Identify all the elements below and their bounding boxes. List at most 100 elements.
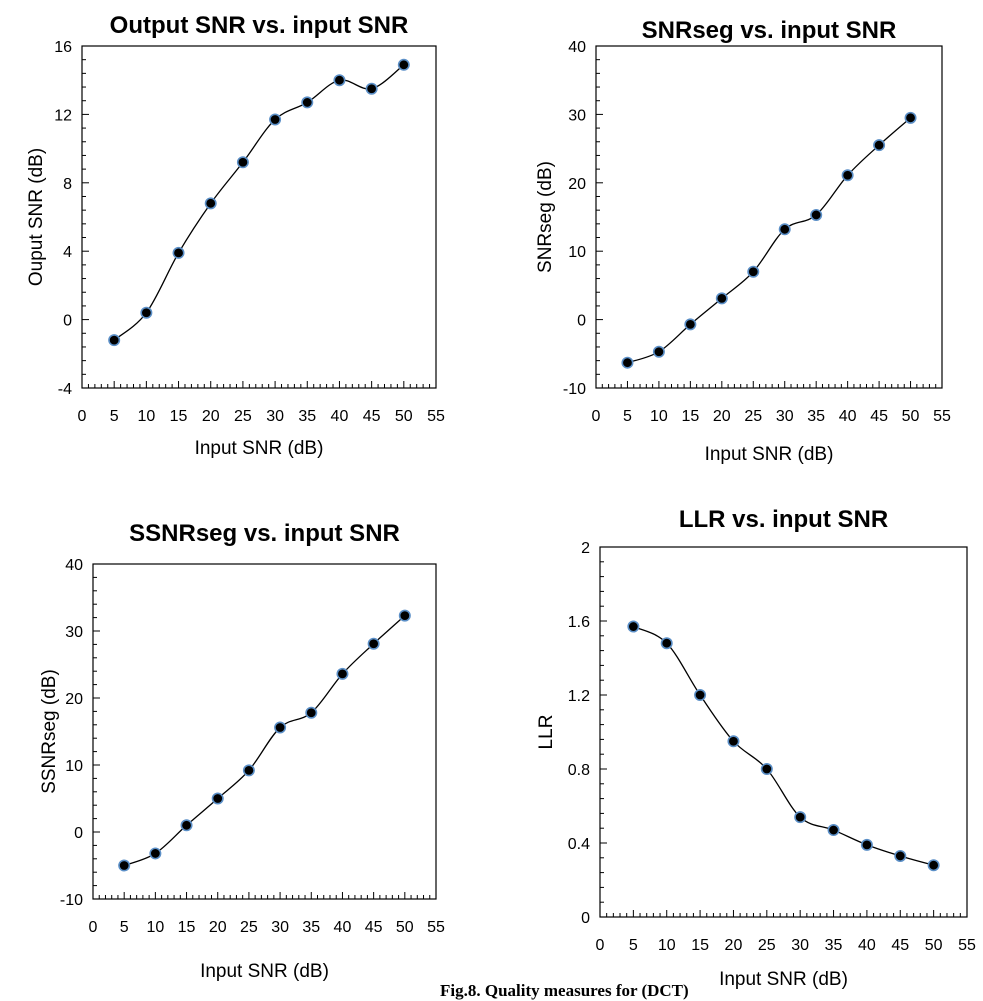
data-point xyxy=(927,859,940,872)
chart-title: LLR vs. input SNR xyxy=(679,506,888,533)
y-axis-label: Ouput SNR (dB) xyxy=(26,148,47,286)
x-tick-label: 45 xyxy=(363,408,381,425)
data-point xyxy=(660,637,673,650)
y-axis-label: SSNRseg (dB) xyxy=(39,669,60,794)
data-point xyxy=(211,792,224,805)
x-tick-label: 25 xyxy=(240,919,258,936)
x-tick-label: 10 xyxy=(146,919,164,936)
data-point xyxy=(652,345,665,358)
y-tick-label: 12 xyxy=(54,107,72,124)
series-line xyxy=(113,64,405,341)
x-tick-label: 15 xyxy=(691,937,709,954)
x-tick-label: 20 xyxy=(713,408,731,425)
x-tick-label: 5 xyxy=(629,937,638,954)
data-point xyxy=(180,819,193,832)
x-tick-label: 50 xyxy=(395,408,413,425)
x-tick-label: 5 xyxy=(120,919,129,936)
chart-ssnrseg: SSNRseg vs. input SNR Input SNR (dB) SSNRs… xyxy=(39,520,445,982)
x-axis-label: Input SNR (dB) xyxy=(719,969,848,990)
data-point xyxy=(365,82,378,95)
x-tick-label: 45 xyxy=(365,919,383,936)
y-tick-label: 40 xyxy=(65,557,83,574)
x-tick-label: 55 xyxy=(958,937,976,954)
y-tick-label: 0 xyxy=(577,313,586,330)
x-tick-label: 20 xyxy=(202,408,220,425)
data-point xyxy=(841,169,854,182)
x-tick-label: 35 xyxy=(807,408,825,425)
data-point xyxy=(118,859,131,872)
data-point xyxy=(242,764,255,777)
x-tick-label: 50 xyxy=(925,937,943,954)
data-point xyxy=(236,156,249,169)
x-tick-label: 30 xyxy=(266,408,284,425)
plot-frame xyxy=(599,546,968,918)
x-tick-label: 40 xyxy=(331,408,349,425)
x-tick-label: 15 xyxy=(170,408,188,425)
series-line xyxy=(627,117,911,364)
data-point xyxy=(140,306,153,319)
data-point xyxy=(827,824,840,837)
x-axis-label: Input SNR (dB) xyxy=(200,961,329,982)
plot-frame xyxy=(595,45,943,389)
x-tick-label: 0 xyxy=(596,937,605,954)
x-tick-label: 40 xyxy=(334,919,352,936)
y-tick-label: 10 xyxy=(65,758,83,775)
y-tick-label: 1.2 xyxy=(568,688,590,705)
y-tick-label: 40 xyxy=(568,39,586,56)
x-tick-label: 45 xyxy=(891,937,909,954)
x-tick-label: 30 xyxy=(791,937,809,954)
data-point xyxy=(904,111,917,124)
x-tick-label: 35 xyxy=(298,408,316,425)
y-tick-label: 30 xyxy=(65,624,83,641)
data-point xyxy=(172,246,185,259)
data-point xyxy=(397,58,410,71)
x-tick-label: 50 xyxy=(396,919,414,936)
series-line xyxy=(633,625,934,866)
data-point xyxy=(269,113,282,126)
x-tick-label: 10 xyxy=(137,408,155,425)
x-tick-label: 35 xyxy=(302,919,320,936)
chart-title: Output SNR vs. input SNR xyxy=(110,12,409,39)
data-point xyxy=(301,96,314,109)
data-point xyxy=(367,637,380,650)
plot-frame xyxy=(92,563,437,900)
y-tick-label: 8 xyxy=(63,176,72,193)
x-axis-label: Input SNR (dB) xyxy=(195,438,324,459)
y-tick-label: 4 xyxy=(63,244,72,261)
y-tick-label: 10 xyxy=(568,244,586,261)
data-point xyxy=(274,721,287,734)
data-point xyxy=(860,838,873,851)
y-tick-label: 0.8 xyxy=(568,762,590,779)
x-tick-label: 45 xyxy=(870,408,888,425)
y-tick-label: 20 xyxy=(568,176,586,193)
x-tick-label: 10 xyxy=(650,408,668,425)
x-tick-label: 20 xyxy=(725,937,743,954)
y-tick-label: 0.4 xyxy=(568,836,590,853)
x-tick-label: 25 xyxy=(758,937,776,954)
data-point xyxy=(684,318,697,331)
data-point xyxy=(794,811,807,824)
data-point xyxy=(149,847,162,860)
data-point xyxy=(621,356,634,369)
data-point xyxy=(727,735,740,748)
y-axis-label: LLR xyxy=(536,715,557,750)
chart-llr: LLR vs. input SNR Input SNR (dB) LLR 0 5 10 15… xyxy=(536,506,976,990)
data-point xyxy=(747,265,760,278)
x-tick-label: 55 xyxy=(427,919,445,936)
data-point xyxy=(204,197,217,210)
chart-output-snr: Output SNR vs. input SNR Input SNR (dB) Ou… xyxy=(26,12,445,459)
plot-frame xyxy=(81,45,437,389)
chart-title: SNRseg vs. input SNR xyxy=(642,17,897,44)
x-tick-label: 15 xyxy=(681,408,699,425)
y-tick-label: -10 xyxy=(60,892,83,909)
chart-snrseg: SNRseg vs. input SNR Input SNR (dB) SNRseg… xyxy=(535,17,951,465)
data-point xyxy=(108,334,121,347)
y-tick-label: 2 xyxy=(581,540,590,557)
x-tick-label: 35 xyxy=(825,937,843,954)
data-point xyxy=(305,706,318,719)
x-axis-label: Input SNR (dB) xyxy=(705,444,834,465)
x-tick-label: 5 xyxy=(623,408,632,425)
x-tick-label: 25 xyxy=(234,408,252,425)
x-tick-label: 30 xyxy=(271,919,289,936)
